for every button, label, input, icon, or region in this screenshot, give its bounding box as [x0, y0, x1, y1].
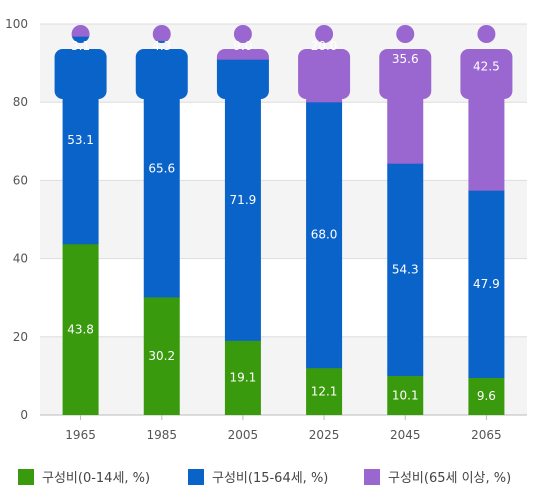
data-label: 68.0	[311, 228, 338, 242]
legend-swatch-65-plus	[364, 468, 380, 485]
legend-item-15-64[interactable]: 구성비(15-64세, %)	[188, 467, 328, 486]
data-label: 9.6	[477, 389, 496, 403]
legend-item-0-14[interactable]: 구성비(0-14세, %)	[18, 467, 150, 486]
y-tick-label: 0	[20, 408, 28, 422]
data-label: 10.1	[392, 388, 419, 402]
bar-segment	[135, 296, 188, 415]
plot-band	[40, 24, 527, 103]
plot-background	[40, 24, 527, 415]
bar-segment	[379, 375, 432, 415]
legend-item-65-plus[interactable]: 구성비(65세 이상, %)	[364, 467, 511, 486]
legend-label-15-64: 구성비(15-64세, %)	[212, 471, 329, 486]
bar-segment	[54, 36, 107, 245]
data-label: 20.0	[311, 39, 338, 53]
x-tick-label: 1985	[146, 428, 177, 442]
bar-segment	[298, 101, 351, 369]
bar-group	[216, 25, 269, 415]
bar-segment	[54, 25, 107, 37]
y-tick-label: 80	[13, 95, 28, 109]
data-label: 42.5	[473, 60, 500, 74]
y-tick-label: 100	[5, 17, 28, 31]
bar-segment	[135, 40, 188, 298]
bar-group	[460, 25, 513, 415]
x-tick-label: 2025	[309, 428, 340, 442]
bar-segment	[460, 190, 513, 378]
bar-segment	[216, 340, 269, 415]
x-axis-ticks: 1965 1985 2005 2025 2045 2065	[65, 415, 502, 442]
plot-band	[40, 180, 527, 259]
data-label: 71.9	[230, 193, 257, 207]
legend: 구성비(0-14세, %) 구성비(15-64세, %) 구성비(65세 이상,…	[0, 462, 535, 490]
x-tick-label: 2065	[471, 428, 502, 442]
bar-group	[135, 25, 188, 415]
x-tick-label: 1965	[65, 428, 96, 442]
bar-segment	[298, 367, 351, 415]
population-structure-chart: 0 20 40 60 80 100 1965 1985 2005 2025 2045 2065 43…	[5, 17, 527, 442]
y-tick-label: 40	[13, 252, 28, 266]
data-label: 12.1	[311, 384, 338, 398]
y-tick-label: 60	[13, 173, 28, 187]
data-label: 65.6	[148, 162, 175, 176]
x-tick-label: 2045	[390, 428, 421, 442]
data-label: 43.8	[67, 322, 94, 336]
bar-segment	[216, 59, 269, 341]
data-label: 9.0	[233, 39, 252, 53]
data-label: 4.3	[152, 39, 171, 53]
data-label: 35.6	[392, 52, 419, 66]
legend-swatch-0-14	[18, 468, 34, 485]
legend-label-0-14: 구성비(0-14세, %)	[42, 471, 151, 486]
data-labels: 43.8 53.1 3.1 30.2 65.6 4.3 19.1 71.9 9.0 12.1 68.…	[67, 39, 500, 403]
bar-segment	[460, 25, 513, 191]
data-label: 3.1	[71, 39, 90, 53]
data-label: 47.9	[473, 277, 500, 291]
y-axis-ticks: 0 20 40 60 80 100	[5, 17, 28, 422]
plot-band	[40, 336, 527, 415]
legend-label-65-plus: 구성비(65세 이상, %)	[388, 471, 512, 486]
bar-group	[54, 25, 107, 415]
grid-lines	[40, 23, 527, 416]
bars	[54, 25, 513, 415]
bar-segment	[379, 163, 432, 377]
bar-segment	[54, 243, 107, 415]
x-tick-label: 2005	[228, 428, 259, 442]
y-tick-label: 20	[13, 330, 28, 344]
legend-swatch-15-64	[188, 468, 204, 485]
data-label: 30.2	[148, 349, 175, 363]
bar-segment	[460, 377, 513, 415]
data-label: 54.3	[392, 262, 419, 276]
data-label: 19.1	[230, 371, 257, 385]
data-label: 53.1	[67, 133, 94, 147]
